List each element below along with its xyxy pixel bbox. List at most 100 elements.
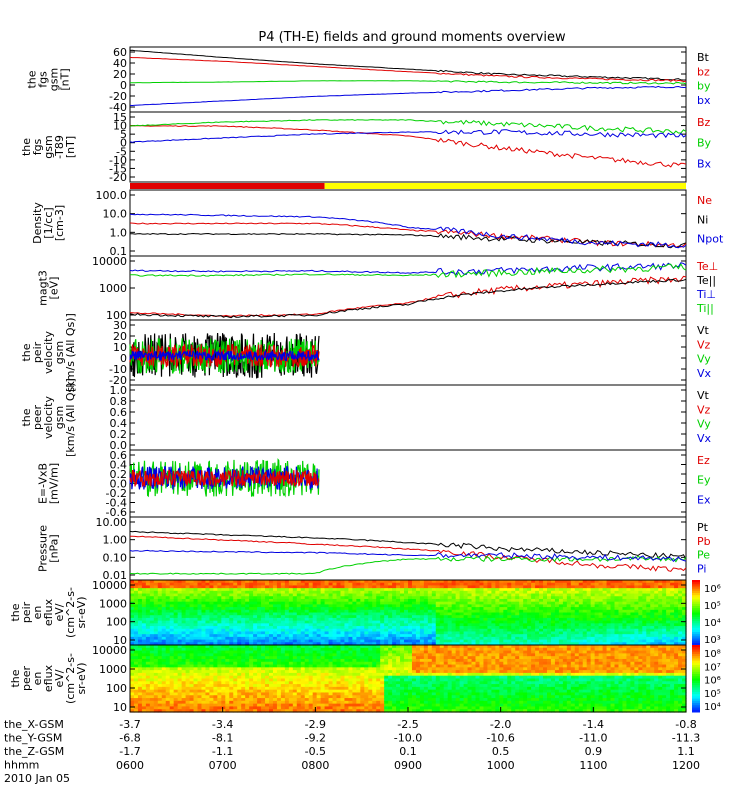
ephem-label: hhmm bbox=[4, 759, 39, 772]
y-tick-label: 0.6 bbox=[110, 406, 128, 419]
colorbar-tick-label: 10⁷ bbox=[704, 662, 721, 673]
y-tick-label: -5 bbox=[116, 145, 127, 158]
y-tick-label: -0.4 bbox=[106, 497, 127, 510]
legend-entry: Bt bbox=[697, 51, 710, 64]
series-line bbox=[129, 125, 687, 168]
legend-entry: Ti⊥ bbox=[696, 288, 716, 301]
y-tick-label: 10000 bbox=[92, 255, 127, 268]
series-line bbox=[130, 80, 687, 85]
y-tick-label: -40 bbox=[109, 101, 127, 114]
y-tick-label: 15 bbox=[113, 111, 127, 124]
legend-entry: Te⊥ bbox=[696, 260, 718, 273]
legend-entry: Ne bbox=[697, 194, 712, 207]
ephem-value: -8.1 bbox=[212, 732, 233, 745]
colorbar-tick-label: 10⁵ bbox=[704, 689, 721, 700]
plot-title: P4 (TH-E) fields and ground moments over… bbox=[258, 30, 566, 45]
y-tick-label: -10 bbox=[109, 154, 127, 167]
ephem-value: -1.1 bbox=[212, 745, 233, 758]
y-tick-label: 0 bbox=[120, 137, 127, 150]
y-tick-label: 30 bbox=[113, 319, 127, 332]
y-tick-label: 100.0 bbox=[96, 189, 128, 202]
panel-peir_spec: 10⁶ 10⁵ 10⁴ 10³ 10000 1000 100 10 thepeireneflux… bbox=[9, 579, 721, 647]
y-tick-label: 0 bbox=[120, 79, 127, 92]
y-tick-label: -15 bbox=[109, 162, 127, 175]
x-tick-label: 1100 bbox=[579, 759, 607, 772]
series-line bbox=[129, 465, 320, 490]
panel-peer: 1.00.80.60.40.20.0 thepeervelocitygsm[km/… bbox=[20, 378, 712, 457]
series-line bbox=[130, 263, 687, 279]
series-line bbox=[129, 119, 687, 135]
legend-entry: bx bbox=[697, 94, 711, 107]
series-line bbox=[129, 49, 686, 81]
x-tick-label: 1200 bbox=[672, 759, 700, 772]
y-tick-label: 0.0 bbox=[110, 478, 128, 491]
colorbar-tick-label: 10⁴ bbox=[704, 702, 721, 713]
legend-entry: Vy bbox=[697, 418, 711, 431]
series-line bbox=[129, 56, 687, 83]
y-tick-label: 5 bbox=[120, 128, 127, 141]
mode-bar-red bbox=[130, 183, 325, 189]
legend-entry: Vt bbox=[697, 324, 710, 337]
x-tick-label: 0800 bbox=[301, 759, 329, 772]
y-tick-label: 0.1 bbox=[110, 245, 128, 258]
panel-peer_spec: 10⁸ 10⁷ 10⁶ 10⁵ 10⁴ 10000 1000 100 10 thepeerenef… bbox=[9, 644, 721, 714]
legend-entry: Bx bbox=[697, 157, 712, 170]
series-line bbox=[129, 278, 687, 319]
colorbar-tick-label: 10⁴ bbox=[704, 618, 721, 629]
ephem-value: -1.4 bbox=[583, 718, 604, 731]
colorbar-tick-label: 10⁸ bbox=[704, 649, 721, 660]
colorbar-tick-label: 10⁶ bbox=[704, 676, 721, 687]
panel-efield: 0.60.40.20.0-0.2-0.4-0.6 E=-VxB[mV/m] Ez Ey… bbox=[37, 449, 711, 519]
legend-entry: Vt bbox=[697, 389, 710, 402]
y-tick-label: 0.10 bbox=[103, 551, 128, 564]
mode-bar-yellow bbox=[324, 183, 686, 189]
series-line bbox=[130, 535, 687, 572]
legend-entry: Pt bbox=[697, 521, 709, 534]
ephem-value: -6.8 bbox=[119, 732, 140, 745]
legend-entry: Vx bbox=[697, 432, 712, 445]
y-tick-label: 0.6 bbox=[110, 449, 128, 462]
ephem-value: 0.1 bbox=[399, 745, 417, 758]
legend-entry: Pb bbox=[697, 535, 711, 548]
ephem-label: the_Z-GSM bbox=[4, 745, 64, 758]
y-tick-label: -20 bbox=[109, 171, 127, 184]
ephem-value: 0.9 bbox=[585, 745, 603, 758]
y-tick-label: -0.2 bbox=[106, 487, 127, 500]
legend-entry: Ez bbox=[697, 454, 710, 467]
legend-entry: Ey bbox=[697, 474, 711, 487]
x-tick-label: 0900 bbox=[394, 759, 422, 772]
y-tick-label: 10 bbox=[113, 634, 127, 647]
ephem-value: -11.3 bbox=[672, 732, 700, 745]
series-line bbox=[129, 213, 687, 249]
colorbar-tick-label: 10³ bbox=[704, 635, 721, 646]
y-tick-label: 10000 bbox=[92, 579, 127, 592]
series-line bbox=[129, 275, 687, 317]
legend-entry: Pi bbox=[697, 562, 706, 575]
y-tick-label: 0.01 bbox=[103, 569, 128, 582]
y-tick-label: -0.6 bbox=[106, 506, 127, 519]
legend-entry: Vy bbox=[697, 353, 711, 366]
y-tick-label: 1.0 bbox=[110, 226, 128, 239]
panel-frame bbox=[129, 189, 687, 257]
panel-temp: 10000 1000 100 magt3[eV] Te⊥Te||Ti⊥Ti|| bbox=[37, 255, 719, 322]
y-tick-label: 0.4 bbox=[110, 417, 128, 430]
panel-density: 100.0 10.0 1.0 0.1 Density[1/cc][cm-3] Ne Ni Np… bbox=[31, 189, 724, 258]
legend-entry: Bz bbox=[697, 116, 711, 129]
series-line bbox=[129, 468, 320, 488]
y-tick-label: 60 bbox=[113, 46, 127, 59]
colorbar-tick-label: 10⁵ bbox=[704, 601, 721, 612]
y-tick-label: 0 bbox=[120, 352, 127, 365]
x-tick-label: 0600 bbox=[116, 759, 144, 772]
y-tick-label: 0.8 bbox=[110, 395, 128, 408]
legend-entry: bz bbox=[697, 65, 710, 78]
series-line bbox=[129, 555, 687, 575]
y-tick-label: 100 bbox=[106, 682, 127, 695]
y-tick-label: 20 bbox=[113, 330, 127, 343]
ephem-value: -2.9 bbox=[305, 718, 326, 731]
y-tick-label: 1000 bbox=[99, 282, 127, 295]
y-tick-label: 10.0 bbox=[103, 208, 128, 221]
